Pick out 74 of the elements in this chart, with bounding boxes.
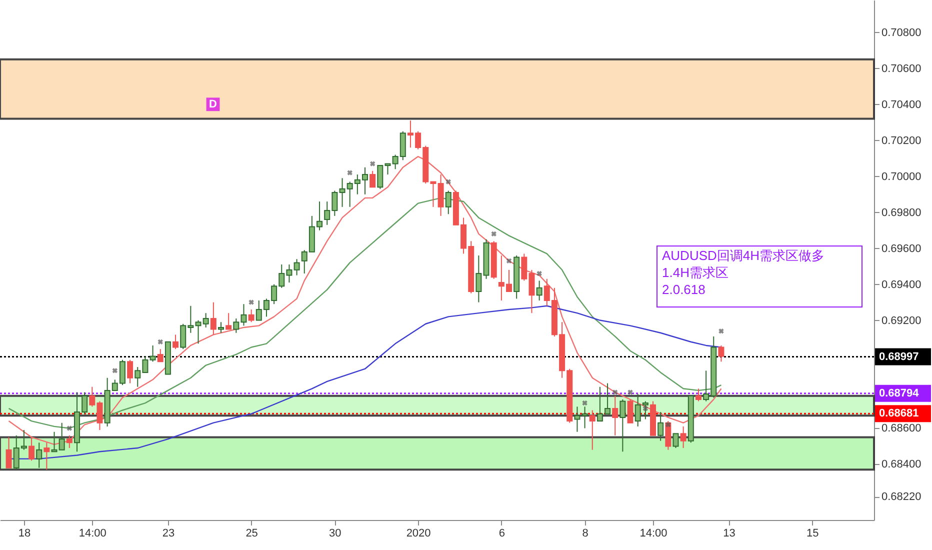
x-tick-label: 2020 — [406, 528, 431, 540]
candlestick — [248, 308, 254, 323]
candlestick — [210, 302, 216, 336]
candlestick — [36, 442, 42, 468]
point — [158, 339, 163, 344]
ref-line-label: 0.68794 — [879, 387, 920, 400]
x-tick-label: 13 — [723, 528, 736, 540]
x-tick-label: 14:00 — [78, 528, 106, 540]
point — [506, 258, 512, 264]
candlestick — [620, 398, 626, 452]
candlestick — [582, 406, 588, 429]
y-tick-label: 0.70200 — [882, 134, 922, 147]
point — [370, 161, 376, 166]
point — [666, 422, 671, 428]
y-tick-label: 0.69200 — [882, 314, 922, 327]
y-tick-label: 0.70400 — [882, 98, 922, 111]
candlestick — [28, 436, 35, 462]
ref-line-label: 0.68997 — [879, 350, 919, 363]
point — [347, 170, 352, 176]
x-tick-label: 18 — [18, 528, 31, 540]
x-tick-label: 15 — [806, 528, 819, 540]
y-tick-label: 0.69800 — [882, 206, 922, 219]
candlestick — [695, 388, 702, 402]
candlestick — [6, 436, 12, 468]
candlestick — [370, 170, 376, 188]
candlestick — [574, 406, 580, 432]
x-tick-label: 23 — [162, 528, 175, 540]
annotation: AUDUSD回调4H需求区做多 1.4H需求区 2.0.618 — [662, 248, 825, 297]
point — [612, 390, 618, 395]
y-tick-label: 0.69400 — [882, 278, 922, 291]
y-tick-label: 0.68600 — [882, 422, 922, 435]
candlestick — [150, 344, 156, 362]
candlestick — [66, 434, 72, 449]
candlestick — [536, 280, 542, 301]
x-tick-label: 14:00 — [640, 528, 668, 540]
point — [718, 328, 724, 334]
candlestick — [172, 334, 179, 350]
candlestick — [672, 433, 679, 449]
candlestick — [612, 395, 618, 436]
point — [248, 300, 254, 305]
candlestick — [718, 344, 724, 362]
candlestick — [218, 322, 224, 334]
candlestick — [680, 426, 686, 449]
point — [536, 270, 542, 276]
candlestick — [445, 190, 452, 215]
point — [628, 390, 633, 395]
point — [66, 426, 72, 431]
y-tick-label: 0.70000 — [882, 170, 922, 183]
point — [491, 231, 496, 237]
ref-line-label: 0.68681 — [879, 408, 919, 420]
candlestick — [157, 348, 164, 362]
y-tick-label: 0.68220 — [882, 491, 922, 504]
y-tick-label: 0.70600 — [882, 62, 922, 75]
candlestick — [127, 359, 134, 384]
candlestick — [226, 312, 232, 330]
y-tick-label: 0.68400 — [882, 458, 922, 471]
x-tick-label: 8 — [582, 528, 588, 540]
candlestick — [476, 255, 482, 303]
x-tick-label: 30 — [329, 528, 342, 540]
candlestick — [44, 442, 50, 470]
x-tick-label: 25 — [246, 528, 258, 540]
candlestick — [627, 398, 634, 424]
candlestick — [438, 174, 444, 216]
x-tick-label: 6 — [498, 528, 505, 540]
point — [112, 368, 118, 374]
annotation: D — [209, 98, 218, 110]
y-tick-label: 0.70800 — [882, 26, 922, 39]
y-tick-label: 0.69600 — [882, 242, 922, 255]
point — [642, 406, 648, 412]
point — [582, 400, 588, 406]
point — [446, 179, 451, 184]
candlestick — [589, 410, 596, 450]
candlestick — [658, 412, 664, 442]
candlestick — [294, 258, 300, 276]
